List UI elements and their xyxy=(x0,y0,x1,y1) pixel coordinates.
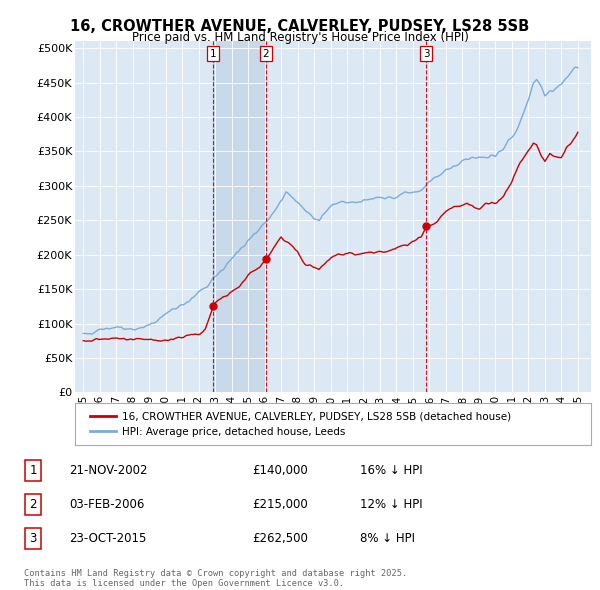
Text: £140,000: £140,000 xyxy=(252,464,308,477)
Text: 1: 1 xyxy=(210,49,217,58)
Text: 3: 3 xyxy=(29,532,37,545)
Text: £215,000: £215,000 xyxy=(252,498,308,511)
Text: 1: 1 xyxy=(29,464,37,477)
Legend: 16, CROWTHER AVENUE, CALVERLEY, PUDSEY, LS28 5SB (detached house), HPI: Average : 16, CROWTHER AVENUE, CALVERLEY, PUDSEY, … xyxy=(85,408,515,441)
Text: 16% ↓ HPI: 16% ↓ HPI xyxy=(360,464,422,477)
Text: £262,500: £262,500 xyxy=(252,532,308,545)
Text: 12% ↓ HPI: 12% ↓ HPI xyxy=(360,498,422,511)
Text: 2: 2 xyxy=(263,49,269,58)
Text: 3: 3 xyxy=(423,49,430,58)
Text: 8% ↓ HPI: 8% ↓ HPI xyxy=(360,532,415,545)
Text: Price paid vs. HM Land Registry's House Price Index (HPI): Price paid vs. HM Land Registry's House … xyxy=(131,31,469,44)
Text: 23-OCT-2015: 23-OCT-2015 xyxy=(69,532,146,545)
Text: 2: 2 xyxy=(29,498,37,511)
Text: 03-FEB-2006: 03-FEB-2006 xyxy=(69,498,145,511)
Text: 21-NOV-2002: 21-NOV-2002 xyxy=(69,464,148,477)
Text: 16, CROWTHER AVENUE, CALVERLEY, PUDSEY, LS28 5SB: 16, CROWTHER AVENUE, CALVERLEY, PUDSEY, … xyxy=(70,19,530,34)
Text: Contains HM Land Registry data © Crown copyright and database right 2025.
This d: Contains HM Land Registry data © Crown c… xyxy=(24,569,407,588)
Bar xyxy=(214,41,266,392)
